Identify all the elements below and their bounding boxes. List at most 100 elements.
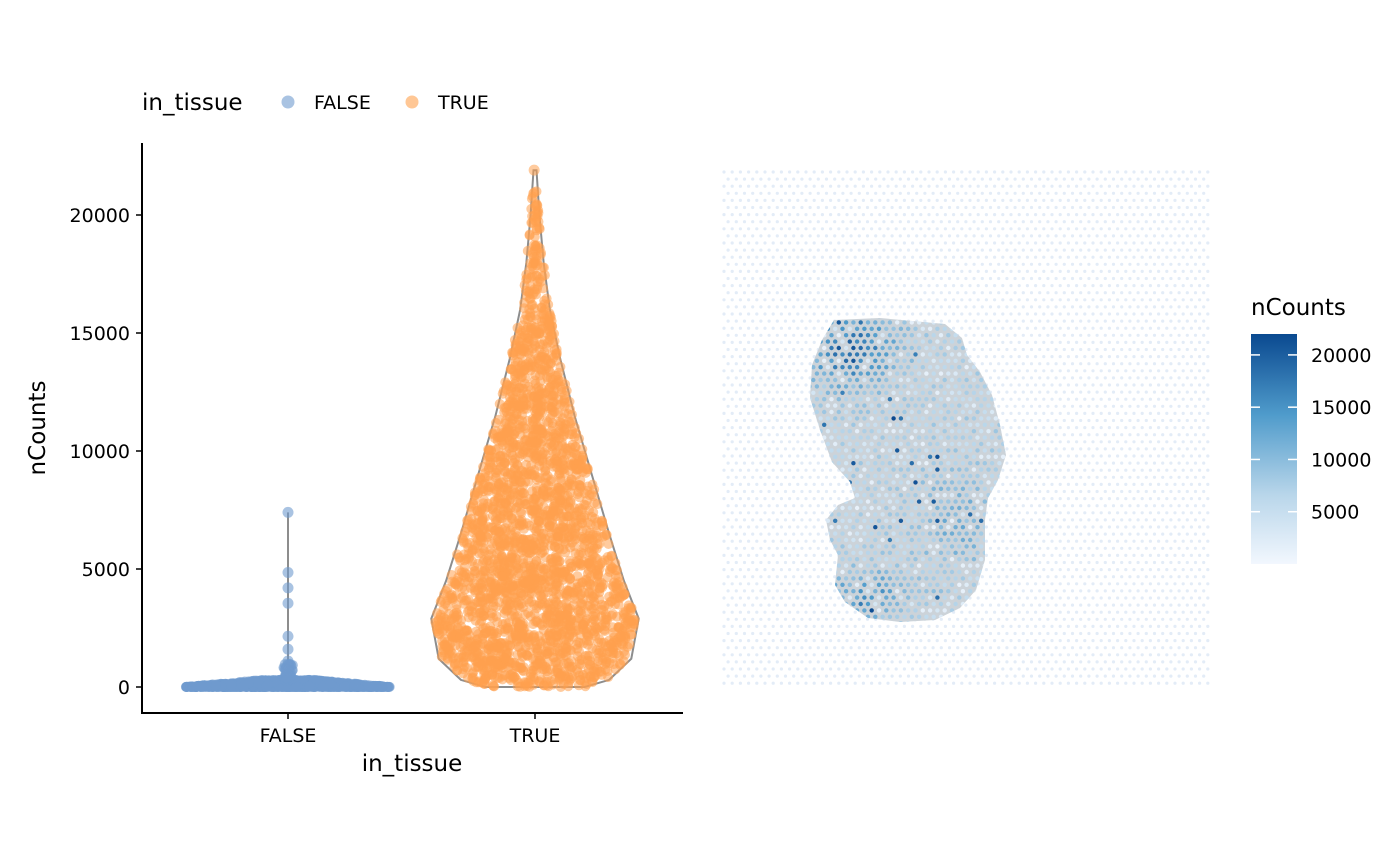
spot	[841, 177, 845, 181]
spot	[1095, 205, 1099, 210]
spot	[747, 255, 751, 259]
point	[459, 598, 470, 609]
spot	[1046, 205, 1050, 210]
point	[469, 540, 480, 551]
spot	[882, 191, 886, 195]
spot	[886, 269, 890, 273]
spot	[763, 213, 767, 217]
spot	[742, 276, 747, 281]
spot	[1136, 248, 1140, 252]
spot	[919, 241, 923, 245]
spot	[911, 213, 915, 217]
spot	[1050, 170, 1054, 174]
spot	[816, 276, 820, 281]
spot	[976, 269, 980, 273]
spot	[726, 191, 730, 195]
spot	[1038, 177, 1042, 181]
spot	[878, 170, 882, 174]
spot	[1165, 213, 1169, 217]
spot	[1009, 184, 1013, 188]
spot	[984, 255, 989, 259]
spot	[861, 269, 866, 273]
spot	[829, 227, 833, 231]
spot	[1124, 227, 1128, 231]
spot	[747, 269, 751, 273]
spot	[1152, 248, 1157, 252]
spot	[755, 241, 759, 245]
point	[282, 506, 294, 518]
spot	[759, 205, 763, 210]
spot	[1009, 241, 1013, 245]
spot	[800, 262, 804, 266]
point	[435, 609, 446, 620]
spot	[1062, 205, 1066, 210]
spot	[1066, 241, 1070, 245]
spot	[779, 198, 784, 202]
spot	[1181, 269, 1185, 273]
spot	[1181, 241, 1185, 245]
y-tick-label: 15000	[70, 323, 130, 345]
spot	[943, 198, 948, 202]
point	[529, 244, 541, 256]
spot	[1029, 220, 1034, 224]
spot	[1202, 191, 1206, 195]
spot	[1066, 255, 1070, 259]
spot	[898, 177, 902, 181]
spot	[952, 198, 956, 202]
spot	[1050, 184, 1054, 188]
spot	[849, 248, 853, 252]
point	[522, 650, 533, 661]
point	[540, 552, 551, 563]
spot	[993, 269, 997, 273]
spot	[968, 213, 972, 217]
spot	[1083, 213, 1087, 217]
spot	[1202, 248, 1206, 252]
spot	[915, 234, 919, 238]
spot	[771, 198, 775, 202]
spot	[1001, 269, 1005, 273]
spot	[886, 227, 890, 231]
spot	[874, 205, 878, 210]
point	[363, 680, 374, 691]
spot	[947, 205, 952, 210]
point	[474, 657, 484, 668]
spot	[988, 234, 993, 238]
spot	[1042, 269, 1046, 273]
spot	[1025, 170, 1029, 174]
point	[553, 375, 564, 385]
spot	[1046, 220, 1050, 224]
spot	[1202, 234, 1206, 238]
spot	[771, 184, 775, 188]
spot	[984, 241, 989, 245]
spot	[820, 269, 825, 273]
spot	[861, 255, 866, 259]
spot	[841, 248, 845, 252]
spot	[898, 262, 902, 266]
spot	[1165, 269, 1169, 273]
spot	[1050, 198, 1054, 202]
spot	[1070, 191, 1075, 195]
point	[510, 660, 521, 671]
spot	[1009, 213, 1013, 217]
spot	[1124, 213, 1128, 217]
spot	[1009, 198, 1013, 202]
spot	[1206, 170, 1210, 174]
spot	[947, 234, 952, 238]
point	[611, 648, 622, 659]
spot	[886, 170, 890, 174]
spot	[1132, 269, 1136, 273]
spot	[755, 269, 759, 273]
point	[510, 553, 521, 564]
point	[582, 623, 593, 634]
spot	[849, 205, 853, 210]
spot	[968, 241, 972, 245]
spot	[1189, 170, 1193, 174]
point	[591, 520, 602, 531]
spot	[833, 248, 837, 252]
point	[567, 528, 578, 539]
point	[487, 680, 498, 691]
spot	[1042, 198, 1046, 202]
spot	[1013, 220, 1017, 224]
spot	[1181, 198, 1185, 202]
spot	[792, 262, 796, 266]
